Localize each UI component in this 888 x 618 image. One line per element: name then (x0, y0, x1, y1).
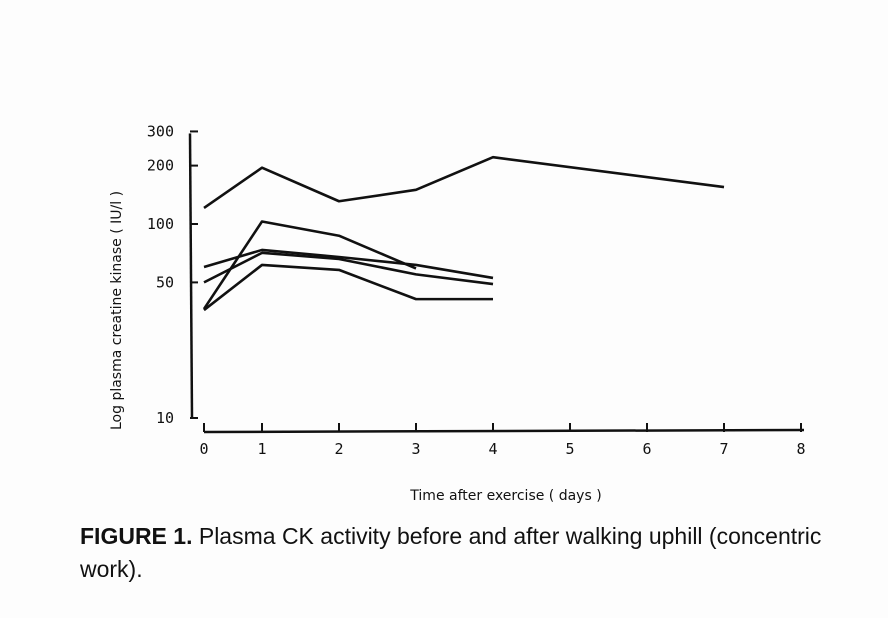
y-tick-label: 10 (156, 409, 174, 427)
y-tick-label: 200 (147, 157, 174, 175)
x-tick-label: 2 (334, 440, 343, 458)
x-tick-label: 0 (199, 440, 208, 458)
x-tick-label: 5 (565, 440, 574, 458)
x-tick-label: 1 (257, 440, 266, 458)
y-tick-label: 300 (147, 122, 174, 140)
y-tick-label: 50 (156, 273, 174, 291)
y-tick-label: 100 (147, 215, 174, 233)
x-axis-label: Time after exercise ( days ) (409, 488, 601, 504)
series-line-4 (203, 251, 494, 286)
caption-text: Plasma CK activity before and after walk… (80, 523, 822, 582)
x-tick-label: 6 (642, 440, 651, 458)
x-tick-label: 4 (488, 440, 497, 458)
x-tick-label: 3 (411, 440, 420, 458)
series-line-5 (203, 263, 493, 312)
series-line-3 (203, 248, 494, 280)
y-axis-label: Log plasma creatine kinase ( IU/l ) (109, 191, 125, 430)
y-axis-line (188, 133, 194, 419)
x-tick-label: 8 (796, 440, 805, 458)
x-axis-line (203, 428, 805, 434)
figure-caption: FIGURE 1. Plasma CK activity before and … (80, 520, 860, 586)
caption-label: FIGURE 1. (80, 523, 193, 549)
series-line-2 (202, 220, 417, 310)
x-tick-label: 7 (719, 440, 728, 458)
series-line-1 (203, 155, 725, 210)
